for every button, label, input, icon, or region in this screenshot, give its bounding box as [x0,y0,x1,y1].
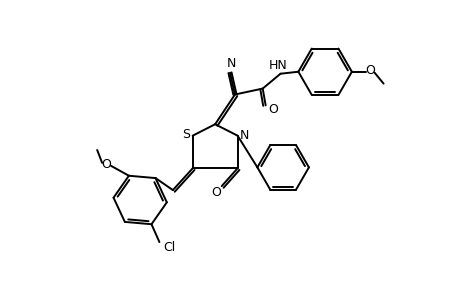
Text: S: S [181,128,190,141]
Text: N: N [239,129,249,142]
Text: O: O [268,103,278,116]
Text: O: O [365,64,375,77]
Text: HN: HN [269,59,287,72]
Text: Cl: Cl [163,241,175,254]
Text: N: N [226,57,235,70]
Text: O: O [101,158,111,171]
Text: O: O [210,186,220,199]
